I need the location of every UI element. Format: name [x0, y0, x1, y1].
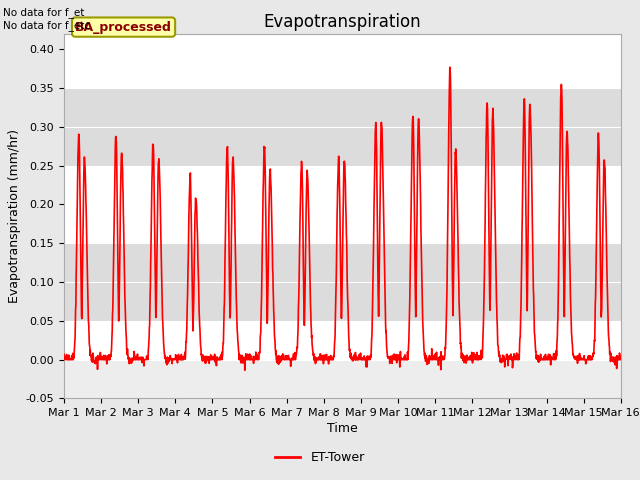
Y-axis label: Evapotranspiration (mm/hr): Evapotranspiration (mm/hr) [8, 129, 22, 303]
Bar [64, 360, 621, 398]
Bar [64, 88, 621, 166]
Text: BA_processed: BA_processed [75, 21, 172, 34]
Bar [64, 243, 621, 321]
X-axis label: Time: Time [327, 422, 358, 435]
Title: Evapotranspiration: Evapotranspiration [264, 12, 421, 31]
Legend: ET-Tower: ET-Tower [270, 446, 370, 469]
Text: No data for f_et
No data for f_etc: No data for f_et No data for f_etc [3, 7, 90, 31]
